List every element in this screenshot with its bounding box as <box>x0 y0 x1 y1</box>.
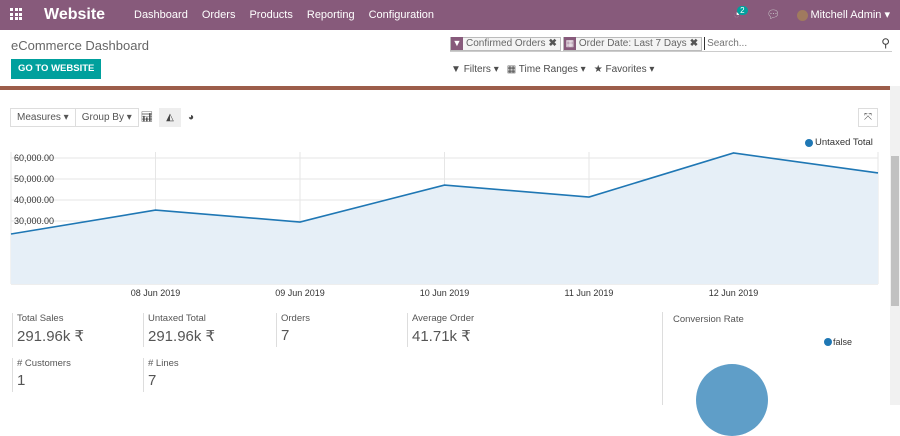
pie-legend[interactable]: false <box>824 337 852 347</box>
user-menu[interactable]: Mitchell Admin ▾ <box>797 8 891 21</box>
time-ranges-label: Time Ranges <box>519 64 578 75</box>
kpi-total-sales[interactable]: Total Sales 291.96k ₹ <box>12 313 132 347</box>
kpi-orders[interactable]: Orders 7 <box>276 313 396 347</box>
y-tick-label: 30,000.00 <box>14 216 54 226</box>
kpi-value: 291.96k ₹ <box>17 327 132 345</box>
y-tick-label: 40,000.00 <box>14 195 54 205</box>
legend-dot <box>824 338 832 346</box>
kpi-label: Untaxed Total <box>148 313 263 324</box>
remove-facet-icon[interactable]: ✖ <box>690 38 701 49</box>
page-title: eCommerce Dashboard <box>11 38 149 53</box>
kpi-label: # Customers <box>17 358 132 369</box>
x-tick-label: 11 Jun 2019 <box>565 288 614 298</box>
activity-button[interactable]: ◔2 <box>733 9 750 21</box>
filters-label: Filters <box>464 64 491 75</box>
menu-configuration[interactable]: Configuration <box>369 9 434 21</box>
legend-label: false <box>833 337 852 347</box>
kpi-untaxed-total[interactable]: Untaxed Total 291.96k ₹ <box>143 313 263 347</box>
bar-chart-icon[interactable]: 📊︎ <box>136 108 158 127</box>
x-tick-label: 10 Jun 2019 <box>420 288 470 298</box>
kpi-customers[interactable]: # Customers 1 <box>12 358 132 392</box>
avatar <box>797 10 808 21</box>
facet-label: Confirmed Orders <box>463 38 548 49</box>
menu-orders[interactable]: Orders <box>202 9 236 21</box>
pie-chart-icon[interactable]: ◕ <box>180 108 202 127</box>
y-tick-label: 60,000.00 <box>14 153 54 163</box>
kpi-label: Average Order <box>412 313 527 324</box>
kpi-value: 7 <box>148 372 263 389</box>
x-tick-label: 09 Jun 2019 <box>275 288 325 298</box>
top-navbar: Website Dashboard Orders Products Report… <box>0 0 900 30</box>
time-ranges-dropdown[interactable]: ▦ Time Ranges ▾ <box>507 64 586 75</box>
line-chart-icon[interactable]: ◭ <box>159 108 181 127</box>
filters-dropdown[interactable]: ▼ Filters ▾ <box>451 64 499 75</box>
group-by-dropdown[interactable]: Group By ▾ <box>75 109 138 126</box>
user-name: Mitchell Admin <box>811 9 882 21</box>
kpi-value: 1 <box>17 372 132 389</box>
x-tick-label: 12 Jun 2019 <box>709 288 759 298</box>
kpi-value: 41.71k ₹ <box>412 327 527 345</box>
menu-dashboard[interactable]: Dashboard <box>134 9 188 21</box>
separator-bar <box>0 86 890 90</box>
conversion-title: Conversion Rate <box>673 314 862 325</box>
y-tick-label: 50,000.00 <box>14 174 54 184</box>
filter-icon: ▼ <box>451 64 461 75</box>
menu-products[interactable]: Products <box>249 9 292 21</box>
x-tick-label: 08 Jun 2019 <box>131 288 181 298</box>
calendar-icon: ▦ <box>564 37 576 50</box>
kpi-value: 7 <box>281 327 396 344</box>
search-icon[interactable]: ⚲ <box>881 36 890 50</box>
scrollbar-thumb[interactable] <box>891 156 899 306</box>
go-to-website-button[interactable]: GO TO WEBSITE <box>11 59 101 79</box>
kpi-label: Total Sales <box>17 313 132 324</box>
remove-facet-icon[interactable]: ✖ <box>548 38 559 49</box>
kpi-lines[interactable]: # Lines 7 <box>143 358 263 392</box>
star-icon: ★ <box>594 64 603 75</box>
line-chart: 10,000.0020,000.0030,000.0040,000.0050,0… <box>0 130 890 300</box>
measures-label: Measures <box>17 112 61 123</box>
favorites-dropdown[interactable]: ★ Favorites ▾ <box>594 64 655 75</box>
group-by-label: Group By <box>82 112 124 123</box>
menu-reporting[interactable]: Reporting <box>307 9 355 21</box>
facet-order-date: ▦Order Date: Last 7 Days✖ <box>563 37 702 51</box>
favorites-label: Favorites <box>605 64 646 75</box>
pie-slice <box>696 364 768 436</box>
app-brand[interactable]: Website <box>44 6 105 24</box>
calendar-icon: ▦ <box>507 64 516 75</box>
measures-dropdown[interactable]: Measures ▾ <box>11 109 75 126</box>
control-panel: eCommerce Dashboard GO TO WEBSITE ▼Confi… <box>0 30 900 86</box>
expand-icon[interactable]: ⤧ <box>858 108 878 127</box>
chat-icon[interactable]: 💬︎ <box>767 8 781 21</box>
conversion-rate-panel: Conversion Rate false <box>662 312 862 405</box>
facet-confirmed-orders: ▼Confirmed Orders✖ <box>450 37 561 51</box>
search-input[interactable] <box>704 37 892 50</box>
kpi-value: 291.96k ₹ <box>148 327 263 345</box>
kpi-label: Orders <box>281 313 396 324</box>
search-bar: ▼Confirmed Orders✖ ▦Order Date: Last 7 D… <box>450 36 892 52</box>
kpi-average-order[interactable]: Average Order 41.71k ₹ <box>407 313 527 347</box>
scrollbar[interactable] <box>890 86 900 405</box>
filter-icon: ▼ <box>451 37 463 50</box>
kpi-label: # Lines <box>148 358 263 369</box>
graph-button-group: Measures ▾ Group By ▾ <box>10 108 139 127</box>
apps-menu-icon[interactable] <box>10 8 22 20</box>
facet-label: Order Date: Last 7 Days <box>576 38 690 49</box>
activity-badge: 2 <box>737 6 747 15</box>
